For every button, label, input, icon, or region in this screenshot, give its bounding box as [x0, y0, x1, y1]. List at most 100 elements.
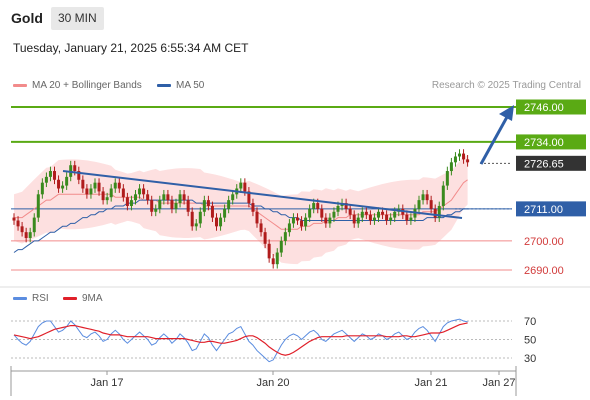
candle-body	[441, 185, 445, 206]
candle-body	[381, 211, 385, 215]
candle-body	[227, 200, 231, 209]
candle-body	[255, 211, 259, 224]
price-tag-2734.00: 2734.00	[516, 134, 586, 150]
candle-body	[93, 182, 97, 189]
legend-rsi: RSI	[13, 293, 49, 304]
rsi-tick-50: 50	[524, 335, 536, 347]
candle-body	[28, 232, 32, 238]
candle-body	[263, 232, 267, 244]
price-tag-label: 2734.00	[524, 137, 564, 149]
candle-body	[186, 200, 190, 212]
candle-body	[445, 171, 449, 186]
candle-body	[433, 208, 437, 218]
legend-label-ma50: MA 50	[176, 80, 205, 91]
candle-body	[352, 214, 356, 224]
candle-body	[134, 194, 137, 201]
candle-body	[271, 258, 275, 265]
rsi-ma9-line	[13, 322, 468, 356]
candle-body	[385, 214, 389, 221]
candle-body	[348, 208, 352, 215]
candle-body	[316, 203, 320, 209]
candle-body	[279, 240, 283, 253]
candle-body	[109, 188, 113, 198]
legend-9ma: 9MA	[63, 293, 103, 304]
candle-body	[210, 205, 214, 218]
candle-body	[97, 182, 101, 192]
candle-body	[231, 194, 235, 201]
candle-body	[166, 194, 170, 201]
candle-body	[372, 217, 376, 221]
candle-body	[61, 185, 65, 189]
candle-body	[458, 153, 461, 157]
candle-body	[267, 243, 271, 259]
candle-body	[24, 232, 28, 238]
candle-body	[336, 205, 340, 212]
price-tag-2700.00: 2700.00	[524, 236, 564, 248]
candle-body	[364, 211, 368, 215]
candle-body	[44, 176, 48, 183]
timestamp: Tuesday, January 21, 2025 6:55:34 AM CET	[13, 41, 249, 55]
credit-text: Research © 2025 Trading Central	[431, 80, 581, 91]
candle-body	[105, 197, 109, 201]
candle-body	[20, 226, 24, 233]
price-tag-2690.00: 2690.00	[524, 265, 564, 277]
candle-body	[324, 217, 328, 224]
candle-body	[194, 223, 198, 227]
candle-body	[40, 182, 44, 195]
candle-body	[429, 200, 433, 209]
candle-body	[162, 194, 166, 201]
candle-body	[219, 217, 223, 227]
candle-body	[259, 223, 263, 233]
candle-body	[12, 217, 16, 221]
candle-body	[48, 171, 52, 177]
candle-body	[53, 171, 56, 180]
candle-body	[251, 203, 255, 212]
candle-body	[328, 217, 332, 224]
candle-body	[393, 211, 397, 218]
rsi-tick-30: 30	[524, 353, 536, 365]
price-tag-label: 2700.00	[524, 236, 564, 248]
candle-body	[389, 217, 393, 221]
candle-body	[81, 179, 85, 189]
price-tag-2746.00: 2746.00	[516, 99, 586, 115]
candle-body	[206, 200, 210, 206]
trend-line	[62, 170, 463, 219]
candle-body	[182, 194, 186, 201]
price-tag-label: 2690.00	[524, 265, 564, 277]
candle-body	[142, 188, 146, 195]
price-tag-label: 2746.00	[524, 102, 564, 114]
candle-body	[247, 191, 251, 204]
price-tag-bg	[516, 99, 586, 115]
candle-body	[223, 208, 227, 218]
candle-body	[453, 156, 457, 163]
candle-body	[32, 217, 36, 233]
candle-body	[138, 188, 142, 195]
header: Gold 30 MIN	[0, 0, 590, 36]
candle-body	[101, 191, 105, 201]
candle-body	[405, 214, 409, 221]
x-tick-Jan-21: Jan 21	[414, 377, 447, 389]
candle-body	[291, 217, 295, 224]
candle-body	[243, 182, 247, 192]
legend-swatch-9ma	[63, 296, 77, 300]
legend-ma50: MA 50	[157, 80, 204, 91]
rsi-tick-70: 70	[524, 316, 536, 328]
timeframe-badge[interactable]: 30 MIN	[51, 7, 104, 30]
candle-body	[368, 214, 372, 221]
candle-body	[125, 197, 129, 206]
candle-body	[296, 217, 299, 221]
legend-label-ma20: MA 20 + Bollinger Bands	[32, 80, 142, 91]
legend-swatch-rsi	[13, 296, 27, 300]
candle-body	[85, 188, 89, 195]
candle-body	[283, 232, 287, 241]
candle-body	[73, 165, 77, 172]
candle-body	[16, 220, 20, 227]
candle-body	[178, 194, 182, 204]
x-tick-Jan-27: Jan 27	[482, 377, 515, 389]
candle-body	[466, 159, 470, 163]
candle-body	[158, 200, 162, 209]
candle-body	[129, 200, 133, 206]
candle-body	[308, 208, 312, 218]
candle-body	[215, 217, 218, 227]
